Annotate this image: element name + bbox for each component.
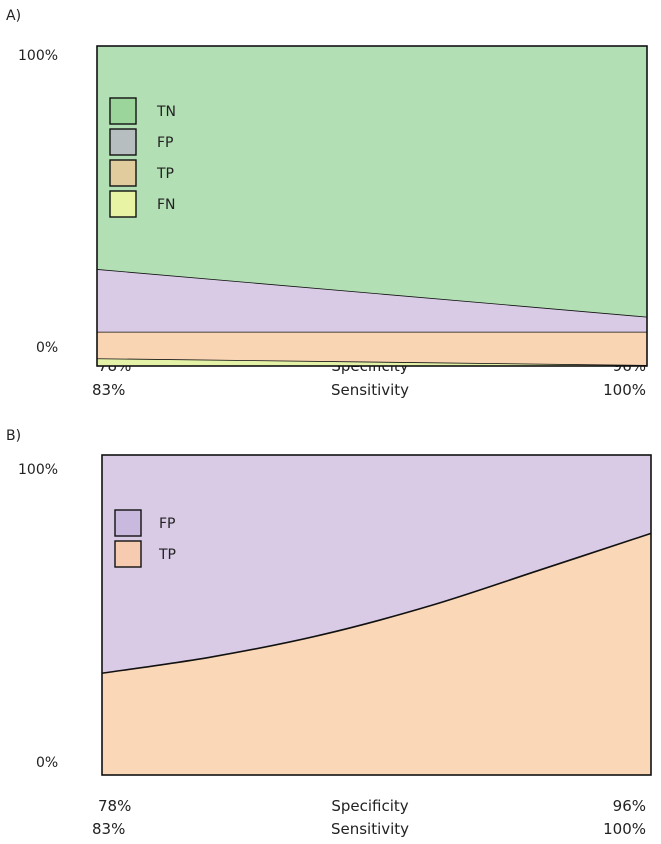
panel-b-x-start-sensitivity: 83% [92,820,126,838]
panel-a-y-tick-100: 100% [18,48,59,64]
panel-a-y-tick-0: 0% [36,340,59,356]
panel-a-legend-label-tp: TP [156,166,174,182]
panel-a-x-end-sensitivity: 100% [603,381,646,399]
panel-b-x-end-sensitivity: 100% [603,820,646,838]
panel-b-legend-label-fp: FP [159,516,176,532]
panel-a-legend-swatch-fp [109,128,137,156]
panel-a-legend-swatch-tp [109,159,137,187]
panel-b-x-start-specificity: 78% [98,797,132,815]
panel-b-chart: FP TP [101,454,652,776]
panel-b-area-tp [102,533,651,775]
panel-b-y-tick-0: 0% [36,755,59,771]
panel-a-area-fp [97,269,647,332]
panel-a-x-label-sensitivity: Sensitivity [330,381,410,399]
panel-a-area-tn [97,46,647,317]
panel-a-x-start-sensitivity: 83% [92,381,126,399]
panel-b-y-tick-100: 100% [18,462,59,478]
panel-b-legend-swatch-tp [114,540,142,568]
panel-a-frame [96,45,648,367]
panel-a-legend-swatch-tn [109,97,137,125]
panel-b-x-end-specificity: 96% [612,797,646,815]
panel-a-chart: TN FP TP FN [96,45,648,367]
panel-b-frame [101,454,652,776]
panel-a-legend-label-fp: FP [157,135,174,151]
panel-b-legend-swatch-fp [114,509,142,537]
panel-a-area-tp [97,331,647,366]
panel-b-boundary-tp [101,532,652,675]
panel-a-legend-swatch-fn [109,190,137,218]
panel-a-legend-label-tn: TN [156,104,176,120]
panel-b-label: B) [6,428,22,444]
panel-b-legend-label-tp: TP [158,547,176,563]
panel-b-x-label-specificity: Specificity [331,797,409,815]
panel-a-legend-label-fn: FN [157,197,176,213]
panel-a-label: A) [6,8,22,24]
panel-b-x-label-sensitivity: Sensitivity [330,820,410,838]
